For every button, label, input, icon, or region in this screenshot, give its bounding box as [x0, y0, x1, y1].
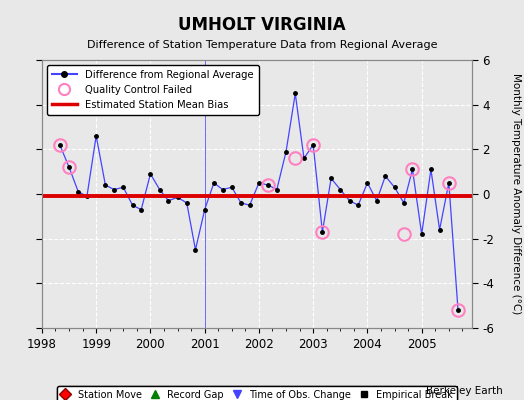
Y-axis label: Monthly Temperature Anomaly Difference (°C): Monthly Temperature Anomaly Difference (…: [510, 73, 520, 315]
Text: Difference of Station Temperature Data from Regional Average: Difference of Station Temperature Data f…: [87, 40, 437, 50]
Legend: Station Move, Record Gap, Time of Obs. Change, Empirical Break: Station Move, Record Gap, Time of Obs. C…: [57, 386, 457, 400]
Text: Berkeley Earth: Berkeley Earth: [427, 386, 503, 396]
Text: UMHOLT VIRGINIA: UMHOLT VIRGINIA: [178, 16, 346, 34]
